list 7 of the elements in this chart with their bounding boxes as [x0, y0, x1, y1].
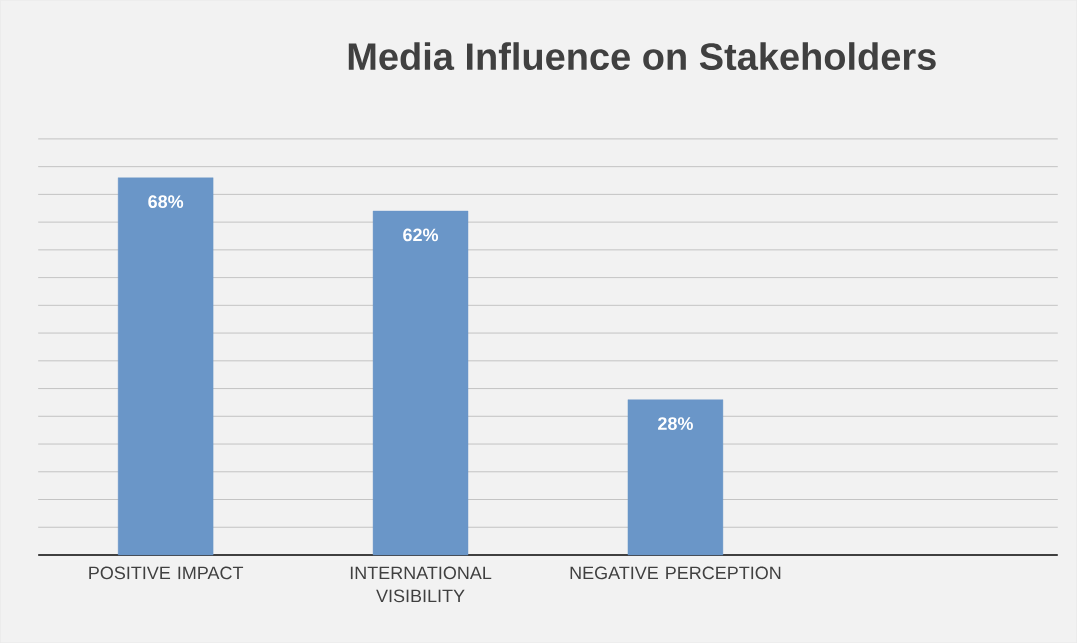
x-tick-label: NEGATIVE PERCEPTION	[570, 566, 781, 580]
data-label: 62%	[403, 228, 439, 242]
data-label: 28%	[658, 417, 693, 430]
x-tick-label: INTERNATIONAL VISIBILITY	[350, 566, 492, 603]
x-tick-label: POSITIVE IMPACT	[89, 566, 244, 580]
chart-title: Media Influence on Stakeholders	[348, 42, 936, 71]
data-label: 68%	[148, 195, 184, 208]
